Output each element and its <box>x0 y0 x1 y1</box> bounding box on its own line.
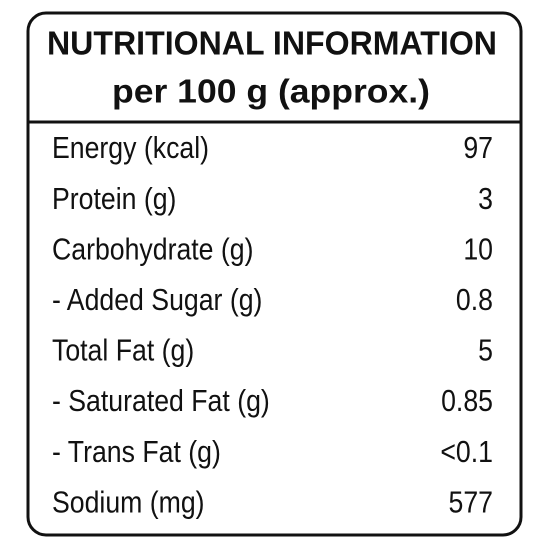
nutrient-name: Protein (g) <box>52 182 176 216</box>
nutrient-name: Sodium (mg) <box>52 486 205 520</box>
nutrient-name: Total Fat (g) <box>52 334 194 368</box>
nutrient-name: Carbohydrate (g) <box>52 233 253 267</box>
nutrient-name: - Added Sugar (g) <box>52 283 262 317</box>
nutrient-value: 0.85 <box>441 384 493 418</box>
nutrient-value: 10 <box>463 233 493 267</box>
nutrient-name: Energy (kcal) <box>52 131 209 165</box>
nutrient-name: - Trans Fat (g) <box>52 435 221 469</box>
nutrient-value: 97 <box>463 131 493 165</box>
nutrient-value: 3 <box>478 182 493 216</box>
nutrient-name: - Saturated Fat (g) <box>52 384 270 418</box>
label-subtitle: per 100 g (approx.) <box>112 73 430 110</box>
label-title: NUTRITIONAL INFORMATION <box>47 25 497 62</box>
nutrient-value: 5 <box>478 334 493 368</box>
nutrient-rows: Energy (kcal) 97 Protein (g) 3 Carbohydrate … <box>52 131 493 520</box>
nutrient-value: <0.1 <box>440 435 493 469</box>
label-border <box>26 11 523 537</box>
nutrient-value: 0.8 <box>456 283 493 317</box>
nutrient-value: 577 <box>449 486 493 520</box>
